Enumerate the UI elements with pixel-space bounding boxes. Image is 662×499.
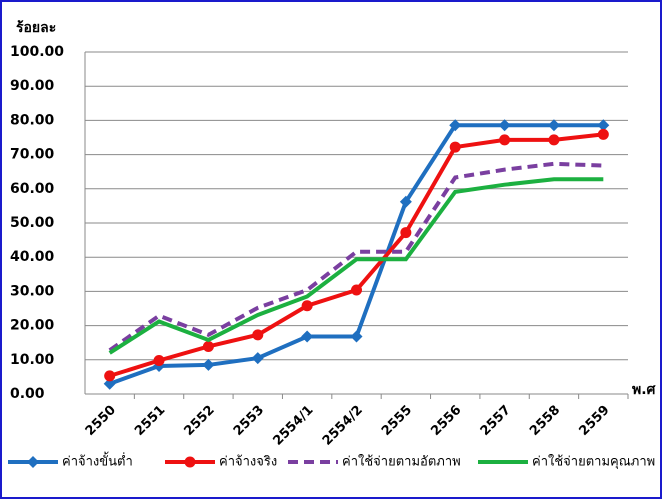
series-marker	[449, 141, 461, 153]
series-marker	[301, 300, 313, 312]
series-marker	[251, 352, 264, 365]
series-marker	[547, 119, 560, 132]
x-axis-label: พ.ศ	[632, 382, 657, 398]
series-marker	[597, 119, 610, 132]
legend-marker	[27, 456, 39, 468]
series-marker	[202, 340, 214, 352]
series-marker	[252, 329, 264, 341]
y-tick-label: 30.00	[10, 283, 55, 299]
y-axis-label: ร้อยละ	[16, 20, 56, 36]
series-marker	[153, 354, 165, 366]
legend-label: ค่าใช้จ่ายตามอัตภาพ	[342, 454, 461, 470]
y-tick-label: 90.00	[10, 78, 55, 94]
y-tick-label: 40.00	[10, 249, 55, 265]
legend-label: ค่าจ้างขั้นต่ำ	[62, 452, 133, 470]
y-tick-label: 80.00	[10, 112, 55, 128]
legend-marker	[184, 456, 196, 468]
legend-label: ค่าใช้จ่ายตามคุณภาพ	[532, 454, 655, 470]
series-marker	[202, 358, 215, 371]
series-line	[108, 161, 604, 352]
y-tick-label: 60.00	[10, 181, 55, 197]
series-marker	[103, 377, 116, 390]
y-tick-label: 50.00	[10, 215, 55, 231]
series-marker	[498, 119, 511, 132]
series-marker	[399, 195, 412, 208]
y-tick-label: 70.00	[10, 147, 55, 163]
y-tick-label: 0.00	[10, 386, 45, 402]
series-marker	[499, 134, 511, 146]
series-marker	[597, 128, 609, 140]
series-marker	[301, 330, 314, 343]
y-tick-label: 10.00	[10, 352, 55, 368]
series-marker	[400, 227, 412, 239]
series-marker	[548, 134, 560, 146]
series-marker	[449, 119, 462, 132]
series-marker	[350, 330, 363, 343]
series-marker	[104, 370, 116, 382]
y-tick-label: 100.00	[10, 44, 64, 60]
series-line	[108, 177, 604, 355]
legend-label: ค่าจ้างจริง	[219, 455, 277, 470]
series-marker	[351, 284, 362, 296]
y-tick-label: 20.00	[10, 318, 55, 334]
